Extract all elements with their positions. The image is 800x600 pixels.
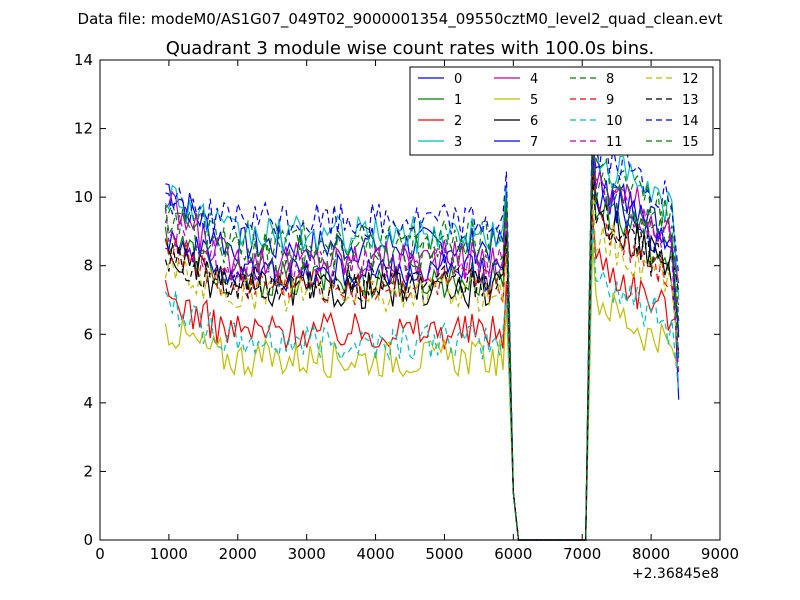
legend-label-14: 14 <box>682 114 699 129</box>
legend-label-7: 7 <box>530 135 538 150</box>
y-tick-label: 12 <box>74 120 93 138</box>
x-tick-label: 4000 <box>356 545 394 563</box>
legend-label-15: 15 <box>682 135 699 150</box>
legend-label-4: 4 <box>530 72 538 87</box>
plot-lines <box>164 104 680 541</box>
y-tick-label: 8 <box>83 257 93 275</box>
x-tick-label: 1000 <box>150 545 188 563</box>
x-tick-label: 9000 <box>701 545 739 563</box>
y-tick-label: 10 <box>74 188 93 206</box>
x-tick-label: 5000 <box>425 545 463 563</box>
series-line-3 <box>164 108 680 541</box>
y-tick-label: 2 <box>83 462 93 480</box>
x-offset-label: +2.36845e8 <box>632 566 719 582</box>
y-tick-label: 0 <box>83 531 93 549</box>
legend-label-0: 0 <box>454 72 462 87</box>
legend-label-13: 13 <box>682 93 699 108</box>
x-tick-label: 8000 <box>632 545 670 563</box>
series-line-12 <box>164 194 680 541</box>
chart-title: Quadrant 3 module wise count rates with … <box>166 38 655 59</box>
legend-box <box>409 66 714 156</box>
series-line-4 <box>164 125 680 541</box>
series-line-13 <box>164 176 680 541</box>
x-tick-label: 2000 <box>219 545 257 563</box>
legend-label-12: 12 <box>682 72 699 87</box>
series-line-14 <box>165 104 680 541</box>
legend-label-6: 6 <box>530 114 538 129</box>
x-axis: 0 1000 2000 3000 4000 5000 6000 7000 8000 9000 <box>95 60 739 563</box>
series-line-5 <box>164 242 680 541</box>
y-tick-label: 4 <box>83 394 93 412</box>
legend-label-3: 3 <box>454 135 462 150</box>
series-line-15 <box>164 135 680 541</box>
x-tick-label: 7000 <box>563 545 601 563</box>
legend-label-5: 5 <box>530 93 538 108</box>
suptitle: Data file: modeM0/AS1G07_049T02_90000013… <box>78 10 723 29</box>
legend-label-11: 11 <box>606 135 623 150</box>
legend-label-9: 9 <box>606 93 614 108</box>
series-line-2 <box>164 215 680 541</box>
legend-label-2: 2 <box>454 114 462 129</box>
plot-frame <box>99 59 721 541</box>
y-tick-label: 14 <box>74 51 93 69</box>
legend-label-8: 8 <box>606 72 614 87</box>
legend-label-1: 1 <box>454 93 462 108</box>
y-tick-label: 6 <box>83 325 93 343</box>
x-tick-label: 3000 <box>288 545 326 563</box>
series-line-9 <box>164 173 680 541</box>
x-tick-label: 6000 <box>494 545 532 563</box>
x-tick-label: 0 <box>95 545 105 563</box>
series-line-10 <box>164 221 680 541</box>
legend-label-10: 10 <box>606 114 623 129</box>
series-line-8 <box>164 118 680 541</box>
series-line-11 <box>164 132 680 541</box>
